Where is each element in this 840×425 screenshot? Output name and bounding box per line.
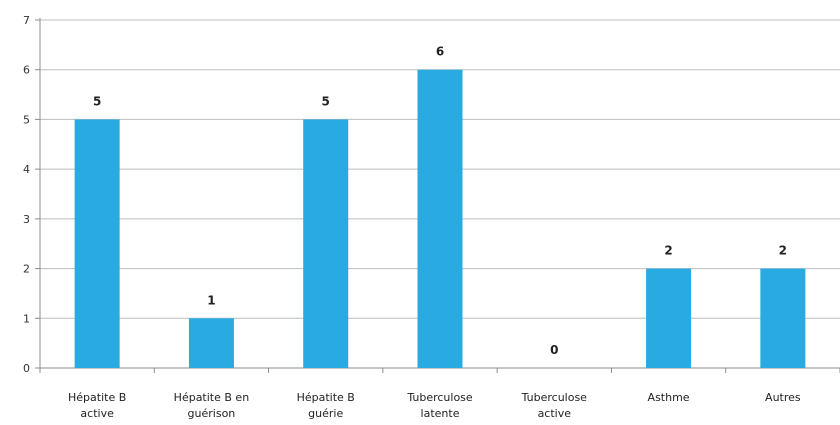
x-category-label: Hépatite B — [297, 391, 355, 404]
data-label-4: 0 — [550, 343, 558, 357]
y-tick-label: 5 — [23, 113, 30, 126]
bar-0 — [74, 119, 120, 368]
data-label-5: 2 — [664, 244, 672, 258]
y-tick-label: 3 — [23, 213, 30, 226]
data-label-2: 5 — [322, 94, 330, 108]
bar-2 — [303, 119, 349, 368]
x-category-label: Hépatite B — [68, 391, 126, 404]
data-label-3: 6 — [436, 45, 444, 59]
bar-1 — [188, 318, 234, 368]
x-category-label: guérison — [188, 407, 236, 420]
x-category-label: active — [538, 407, 572, 420]
data-label-6: 2 — [779, 244, 787, 258]
x-category-label: Tuberculose — [521, 391, 588, 404]
y-tick-label: 4 — [23, 163, 30, 176]
x-category-label: Asthme — [648, 391, 690, 404]
x-category-label: Tuberculose — [406, 391, 473, 404]
data-label-0: 5 — [93, 94, 101, 108]
y-tick-label: 6 — [23, 64, 30, 77]
bar-3 — [417, 69, 463, 368]
y-tick-label: 2 — [23, 263, 30, 276]
y-tick-label: 7 — [23, 14, 30, 27]
x-category-label: active — [80, 407, 114, 420]
bar-6 — [760, 268, 806, 368]
x-category-label: latente — [421, 407, 460, 420]
x-category-label: Autres — [765, 391, 801, 404]
y-tick-label: 0 — [23, 362, 30, 375]
y-tick-label: 1 — [23, 312, 30, 325]
x-category-label: guérie — [308, 407, 343, 420]
x-category-label: Hépatite B en — [174, 391, 250, 404]
data-label-1: 1 — [207, 293, 215, 307]
bar-5 — [646, 268, 692, 368]
